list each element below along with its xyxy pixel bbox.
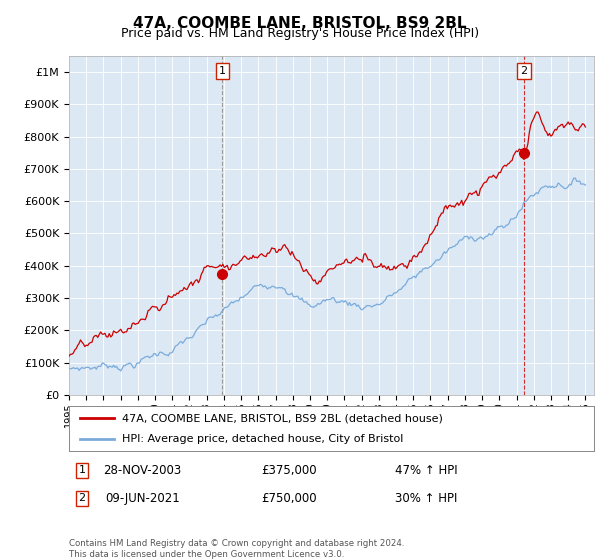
Text: 30% ↑ HPI: 30% ↑ HPI — [395, 492, 457, 505]
Text: Contains HM Land Registry data © Crown copyright and database right 2024.
This d: Contains HM Land Registry data © Crown c… — [69, 539, 404, 559]
Text: 1: 1 — [79, 465, 86, 475]
Text: £750,000: £750,000 — [262, 492, 317, 505]
Text: 1: 1 — [219, 66, 226, 76]
Text: 47% ↑ HPI: 47% ↑ HPI — [395, 464, 457, 477]
Text: £375,000: £375,000 — [262, 464, 317, 477]
Text: 28-NOV-2003: 28-NOV-2003 — [103, 464, 182, 477]
Text: 2: 2 — [521, 66, 527, 76]
Text: Price paid vs. HM Land Registry's House Price Index (HPI): Price paid vs. HM Land Registry's House … — [121, 27, 479, 40]
Text: HPI: Average price, detached house, City of Bristol: HPI: Average price, detached house, City… — [121, 433, 403, 444]
Text: 47A, COOMBE LANE, BRISTOL, BS9 2BL: 47A, COOMBE LANE, BRISTOL, BS9 2BL — [133, 16, 467, 31]
Text: 2: 2 — [79, 493, 86, 503]
Text: 47A, COOMBE LANE, BRISTOL, BS9 2BL (detached house): 47A, COOMBE LANE, BRISTOL, BS9 2BL (deta… — [121, 413, 442, 423]
Text: 09-JUN-2021: 09-JUN-2021 — [105, 492, 180, 505]
